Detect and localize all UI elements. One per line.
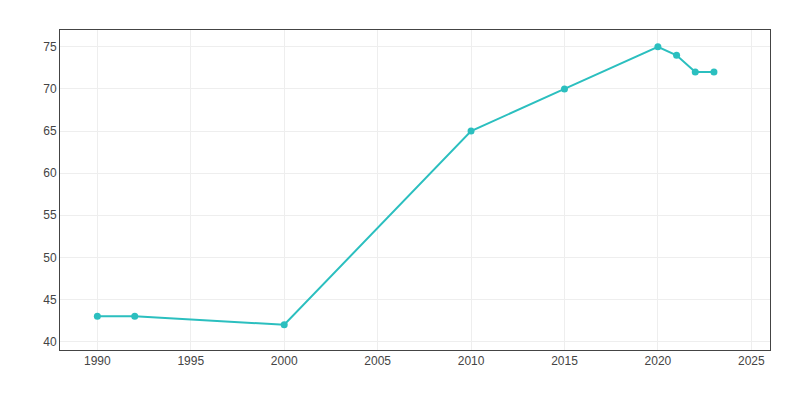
svg-text:40: 40: [43, 335, 57, 349]
svg-text:50: 50: [43, 251, 57, 265]
svg-text:2000: 2000: [271, 354, 298, 368]
svg-text:2005: 2005: [364, 354, 391, 368]
svg-text:1990: 1990: [84, 354, 111, 368]
svg-text:60: 60: [43, 166, 57, 180]
svg-text:2010: 2010: [458, 354, 485, 368]
svg-text:2025: 2025: [738, 354, 765, 368]
svg-text:45: 45: [43, 293, 57, 307]
svg-text:1995: 1995: [177, 354, 204, 368]
svg-text:65: 65: [43, 124, 57, 138]
svg-text:2015: 2015: [551, 354, 578, 368]
svg-text:2020: 2020: [645, 354, 672, 368]
svg-text:55: 55: [43, 208, 57, 222]
svg-text:75: 75: [43, 40, 57, 54]
svg-text:70: 70: [43, 82, 57, 96]
